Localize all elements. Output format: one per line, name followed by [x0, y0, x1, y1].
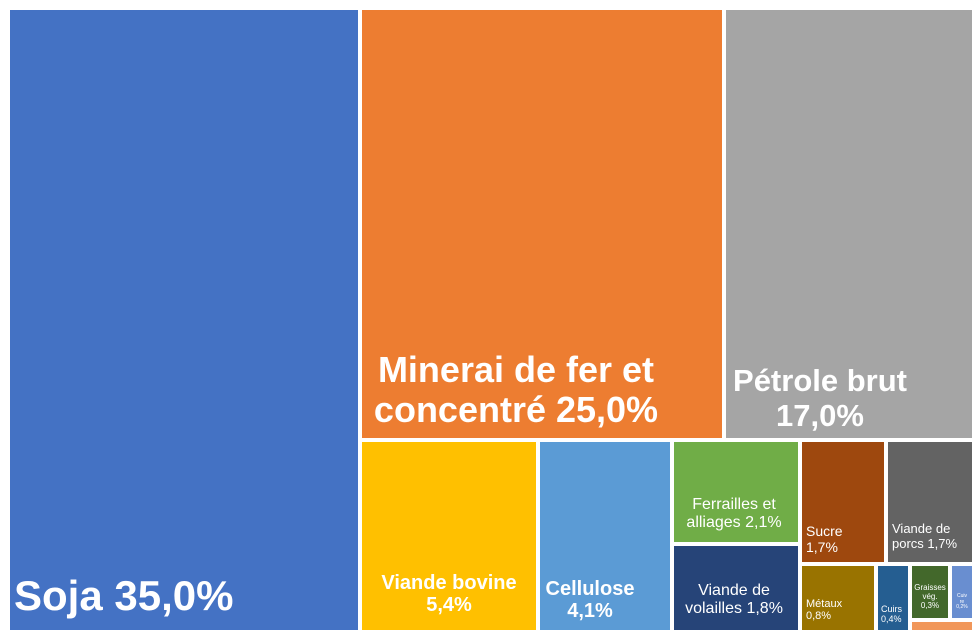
treemap-tile-label: Minerai de fer et concentré 25,0%: [373, 349, 659, 431]
treemap-tile: [800, 440, 886, 564]
treemap-tile: [360, 8, 724, 440]
treemap-tile: [910, 620, 974, 632]
treemap-tile-label: Ferrailles et alliages 2,1%: [686, 496, 782, 531]
treemap-tile-label: Viande de volailles 1,8%: [685, 582, 783, 617]
treemap-tile: [672, 440, 800, 544]
treemap-tile: [886, 440, 974, 564]
treemap-tile-label: Viande de porcs 1,7%: [892, 521, 958, 551]
treemap-tile-label: Pétrole brut 17,0%: [733, 363, 907, 433]
treemap-tile: [538, 440, 672, 632]
treemap-tile-label: Soja 35,0%: [14, 572, 234, 619]
treemap-tile: [360, 440, 538, 632]
treemap-tile: [8, 8, 360, 632]
treemap-tile-label: Sucre 1,7%: [806, 523, 843, 555]
treemap-tile: [950, 564, 974, 620]
treemap-tile-label: Cellulose 4,1%: [545, 578, 635, 623]
treemap-tile: [910, 564, 950, 620]
treemap-tile-label: Cuiv re 0,2%: [956, 593, 968, 611]
treemap-tile-label: Cuirs 0,4%: [881, 604, 903, 625]
treemap-tile: [876, 564, 910, 632]
treemap-tile-label: Graisses vég. 0,3%: [914, 583, 946, 610]
treemap-tile: [724, 8, 974, 440]
treemap-tile-label: Viande bovine 5,4%: [381, 572, 517, 617]
treemap-tile: [800, 564, 876, 632]
treemap-tile-label: Métaux 0,8%: [806, 598, 843, 623]
treemap-tile: [672, 544, 800, 632]
